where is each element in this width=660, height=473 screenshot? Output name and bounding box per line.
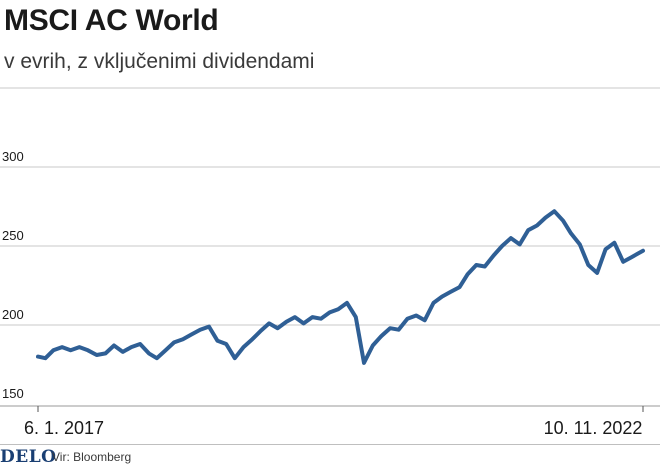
brand-logo: DELO (0, 447, 57, 467)
x-tick-label-end: 10. 11. 2022 (544, 418, 643, 438)
chart-subtitle: v evrih, z vključenimi dividendami (4, 50, 315, 73)
x-axis: 6. 1. 2017 10. 11. 2022 (0, 405, 660, 438)
x-tick-label-start: 6. 1. 2017 (24, 418, 104, 438)
y-tick-labels: 150 200 250 300 (2, 149, 24, 401)
chart-title: MSCI AC World (4, 4, 219, 37)
series-line (36, 209, 645, 365)
footer: DELO Vir: Bloomberg (0, 444, 660, 473)
grid-lines (0, 87, 660, 326)
y-tick-label-250: 250 (2, 228, 24, 243)
y-tick-label-300: 300 (2, 149, 24, 164)
line-chart: 150 200 250 300 6. 1. 2017 10. 11. 2022 (0, 87, 660, 438)
y-tick-label-150: 150 (2, 386, 24, 401)
source-note: Vir: Bloomberg (52, 450, 132, 464)
y-tick-label-200: 200 (2, 307, 24, 322)
